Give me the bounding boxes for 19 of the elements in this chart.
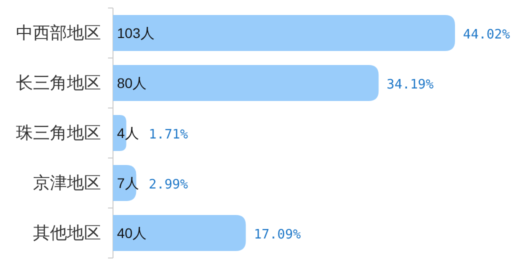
text: 44.02% (463, 28, 510, 42)
annotation: 2.99% (148, 178, 188, 192)
bar (113, 65, 379, 101)
annotation: 34.19% (386, 78, 434, 92)
annotation: 17.09% (254, 228, 301, 242)
y-tick-label: 其他地区 (33, 224, 101, 242)
data-label: 80人 (117, 75, 147, 91)
y-tick-label: 中西部地区 (16, 24, 101, 42)
bar (113, 165, 136, 201)
y-tick-label: 长三角地区 (16, 74, 101, 92)
annotation: 1.71% (148, 128, 188, 142)
data-label: 103人 (117, 25, 154, 41)
data-label: 40人 (117, 225, 147, 241)
bar (113, 15, 455, 51)
data-label: 7人 (117, 175, 139, 191)
data-label: 4人 (117, 125, 139, 141)
y-tick-label: 珠三角地区 (16, 124, 101, 142)
y-tick-label: 京津地区 (33, 174, 101, 192)
bar (113, 215, 246, 251)
